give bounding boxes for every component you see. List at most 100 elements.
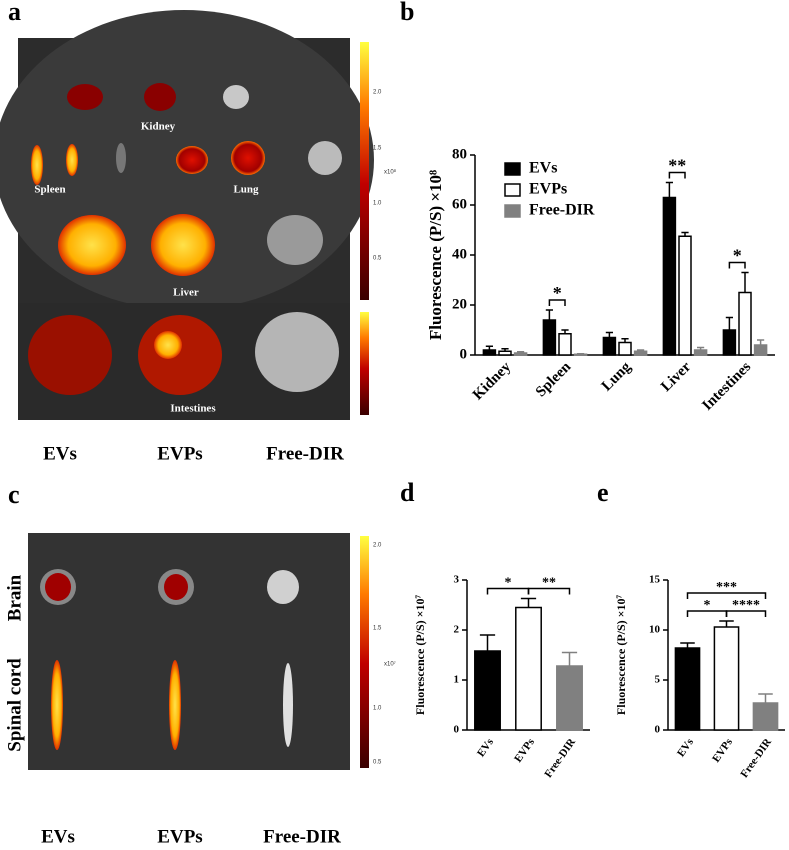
panel-label: c [8, 480, 20, 509]
x-tick-label: Lung [599, 359, 635, 395]
colorbar-tick: 0.5 [373, 256, 382, 262]
column-label: EVPs [157, 443, 202, 464]
x-tick-label: Intestines [699, 359, 754, 414]
y-tick-label: 80 [452, 146, 467, 162]
error-bar [485, 345, 493, 350]
x-tick-label: EVPs [710, 736, 735, 765]
significance-label: * [505, 576, 512, 591]
y-tick-label: 2 [454, 624, 460, 636]
x-tick-label: Kidney [470, 359, 515, 404]
colorbar-tick: 1.0 [373, 706, 382, 712]
x-tick-label: EVs [675, 736, 696, 759]
y-tick-label: 1 [454, 674, 460, 686]
error-bar [561, 329, 569, 334]
legend-label: Free-DIR [529, 202, 595, 219]
bar [738, 291, 752, 356]
bar [753, 344, 768, 356]
error-bar [577, 353, 585, 355]
y-tick-label: 0 [655, 724, 661, 736]
bar [633, 350, 648, 356]
y-tick-label: 20 [452, 296, 467, 312]
significance-bracket [668, 171, 686, 179]
bar [498, 350, 512, 356]
column-label: Free-DIR [266, 443, 344, 464]
panel-label: a [8, 0, 21, 26]
panel-label: b [400, 0, 414, 26]
organ-label: Lung [233, 184, 259, 196]
panel-label: d [400, 478, 415, 507]
y-tick-label: 15 [649, 574, 661, 586]
colorbar-unit: x10⁷ [384, 661, 396, 668]
y-tick-label: 10 [649, 624, 661, 636]
error-bar [665, 181, 673, 198]
error-bar [520, 597, 537, 608]
organ-label: Intestines [170, 403, 216, 415]
column-label: Free-DIR [263, 826, 341, 847]
y-tick-label: 5 [655, 674, 661, 686]
column-label: EVs [43, 443, 77, 464]
y-axis-label: Fluorescence (P/S) ×10⁷ [413, 595, 427, 716]
bar [752, 702, 779, 731]
bar [556, 665, 583, 731]
y-tick-label: 40 [452, 246, 467, 262]
organ-label: Spleen [34, 184, 65, 196]
bar [542, 319, 557, 356]
bar [474, 650, 501, 731]
x-tick-label: Spleen [533, 358, 575, 400]
bar [678, 235, 692, 356]
y-tick-label: 0 [460, 346, 468, 362]
x-tick-label: Free-DIR [738, 735, 774, 780]
significance-label: ** [668, 156, 686, 176]
error-bar [605, 331, 613, 338]
error-bar [637, 349, 645, 352]
x-tick-label: Liver [658, 359, 694, 395]
significance-label: *** [716, 580, 737, 595]
significance-bracket [728, 261, 746, 269]
column-label: EVs [41, 826, 75, 847]
significance-bracket [725, 610, 767, 617]
error-bar [719, 620, 734, 627]
y-tick-label: 3 [454, 574, 460, 586]
legend-swatch [504, 162, 521, 176]
colorbar-tick: 1.5 [373, 626, 382, 632]
colorbar-tick: 2.0 [373, 543, 382, 549]
colorbar-tick: 1.0 [373, 201, 382, 207]
error-bar [680, 642, 695, 648]
error-bar [758, 693, 773, 703]
significance-label: * [553, 283, 562, 303]
bar [618, 341, 632, 356]
legend-label: EVPs [529, 181, 567, 198]
bar [515, 606, 542, 731]
significance-bracket [548, 299, 566, 306]
error-bar [517, 351, 525, 353]
significance-label: ** [542, 576, 556, 591]
bar [558, 333, 572, 356]
colorbar-tick: 0.5 [373, 760, 382, 766]
bar [662, 196, 677, 356]
bar [482, 349, 497, 356]
significance-label: * [704, 598, 711, 613]
y-axis-label: Fluorescence (P/S) ×10⁷ [614, 595, 628, 716]
y-tick-label: 60 [452, 196, 467, 212]
colorbar-tick: 2.0 [373, 90, 382, 96]
error-bar [621, 338, 629, 343]
legend-label: EVs [529, 160, 557, 177]
error-bar [681, 231, 689, 237]
error-bar [561, 651, 578, 666]
panel-label: e [597, 478, 609, 507]
row-label: Brain [4, 574, 25, 621]
error-bar [725, 316, 733, 330]
column-label: EVPs [157, 826, 202, 847]
bar [713, 626, 740, 731]
legend-swatch [504, 204, 521, 218]
y-tick-label: 0 [454, 724, 460, 736]
bar [722, 329, 737, 356]
x-tick-label: EVPs [512, 736, 537, 765]
organ-label: Kidney [141, 121, 176, 133]
significance-label: * [733, 246, 742, 266]
significance-bracket [686, 592, 767, 599]
bar [693, 349, 708, 356]
x-tick-label: EVs [475, 736, 496, 759]
organ-label: Liver [173, 287, 199, 299]
